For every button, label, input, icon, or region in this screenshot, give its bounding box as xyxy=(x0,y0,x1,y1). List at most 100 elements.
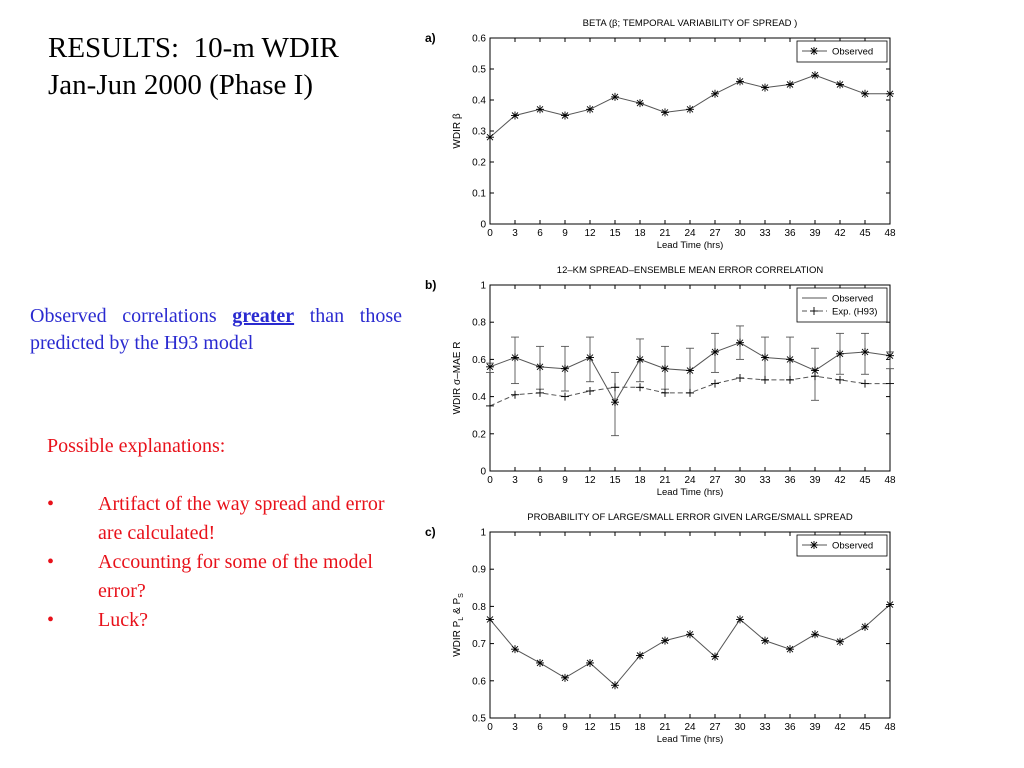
x-tick-label: 30 xyxy=(734,722,746,733)
x-tick-label: 15 xyxy=(609,722,621,733)
star-marker xyxy=(836,638,844,646)
x-tick-label: 6 xyxy=(537,475,543,486)
bullet: • xyxy=(47,609,55,631)
y-tick-label: 0.3 xyxy=(472,127,486,138)
x-tick-label: 39 xyxy=(809,722,821,733)
x-tick-label: 36 xyxy=(784,475,796,486)
slide-title-line: RESULTS: 10-m WDIR xyxy=(48,32,339,64)
x-axis-label: Lead Time (hrs) xyxy=(657,240,724,251)
y-tick-label: 1 xyxy=(480,281,486,292)
star-marker xyxy=(486,363,494,371)
star-marker xyxy=(636,652,644,659)
star-marker xyxy=(836,81,844,88)
star-marker xyxy=(586,354,594,361)
x-tick-label: 12 xyxy=(584,475,596,486)
star-marker xyxy=(511,112,519,119)
x-tick-label: 9 xyxy=(562,228,568,239)
x-axis-label: Lead Time (hrs) xyxy=(657,734,724,745)
chart-title: BETA (β; TEMPORAL VARIABILITY OF SPREAD … xyxy=(583,18,798,29)
x-tick-label: 45 xyxy=(859,722,871,733)
panel-label: c) xyxy=(425,525,436,539)
star-marker xyxy=(661,109,669,116)
star-marker xyxy=(810,541,818,549)
y-axis-label: WDIR PL & PS xyxy=(452,593,465,657)
star-marker xyxy=(736,78,744,85)
x-tick-label: 39 xyxy=(809,228,821,239)
star-marker xyxy=(486,133,494,141)
star-marker xyxy=(836,350,844,358)
x-tick-label: 27 xyxy=(709,475,721,486)
x-tick-label: 24 xyxy=(684,475,696,486)
x-tick-label: 18 xyxy=(634,475,646,486)
star-marker xyxy=(561,112,569,119)
chart-legend: Observed xyxy=(796,534,888,557)
star-marker xyxy=(786,645,794,653)
star-marker xyxy=(486,616,494,623)
star-marker xyxy=(561,674,569,682)
explanation-item: • Accounting for some of the model error? xyxy=(47,548,397,606)
x-tick-label: 9 xyxy=(562,475,568,486)
chart-panel-3: c) PROBABILITY OF LARGE/SMALL ERROR GIVEN… xyxy=(425,512,896,745)
star-marker xyxy=(861,90,869,98)
star-marker xyxy=(810,47,818,55)
x-tick-label: 12 xyxy=(584,722,596,733)
x-tick-label: 45 xyxy=(859,228,871,239)
x-tick-label: 0 xyxy=(487,475,493,486)
explanation-item: • Artifact of the way spread and error ar… xyxy=(47,490,397,548)
x-tick-label: 39 xyxy=(809,475,821,486)
x-tick-label: 36 xyxy=(784,722,796,733)
star-marker xyxy=(661,637,669,644)
series-observed xyxy=(486,600,894,690)
x-tick-label: 42 xyxy=(834,722,846,733)
x-tick-label: 3 xyxy=(512,722,518,733)
y-tick-label: 0.5 xyxy=(472,65,486,76)
x-tick-label: 18 xyxy=(634,228,646,239)
chart-title: 12–KM SPREAD–ENSEMBLE MEAN ERROR CORRELA… xyxy=(557,265,824,276)
note-emphasis: greater xyxy=(232,305,295,327)
chart-panel-2: b) 12–KM SPREAD–ENSEMBLE MEAN ERROR CORRE… xyxy=(425,265,896,498)
x-axis-label: Lead Time (hrs) xyxy=(657,487,724,498)
x-tick-label: 0 xyxy=(487,228,493,239)
star-marker xyxy=(536,659,544,667)
note-text: Observed correlations xyxy=(30,305,233,327)
star-marker xyxy=(761,84,769,91)
y-tick-label: 0.8 xyxy=(472,318,486,329)
series-observed xyxy=(486,71,894,142)
star-marker xyxy=(511,645,519,653)
x-tick-label: 6 xyxy=(537,722,543,733)
y-tick-label: 0 xyxy=(480,467,486,478)
star-marker xyxy=(611,398,619,406)
legend-box xyxy=(796,287,888,323)
observation-note: Observed correlations greater than those… xyxy=(30,303,402,357)
x-tick-label: 48 xyxy=(884,228,896,239)
star-marker xyxy=(886,90,894,98)
x-tick-label: 42 xyxy=(834,475,846,486)
explanation-text: Luck? xyxy=(98,609,148,631)
y-tick-label: 0.6 xyxy=(472,34,486,45)
y-tick-label: 0.2 xyxy=(472,158,486,169)
star-marker xyxy=(536,105,544,113)
x-tick-label: 27 xyxy=(709,722,721,733)
explanations-heading: Possible explanations: xyxy=(47,435,226,457)
series-line xyxy=(489,604,891,686)
x-tick-label: 0 xyxy=(487,722,493,733)
y-tick-label: 0.9 xyxy=(472,565,486,576)
slide-title-line: Jan-Jun 2000 (Phase I) xyxy=(48,69,313,101)
x-tick-label: 15 xyxy=(609,228,621,239)
x-tick-label: 6 xyxy=(537,228,543,239)
x-tick-label: 48 xyxy=(884,722,896,733)
star-marker xyxy=(886,601,894,608)
y-tick-label: 0.4 xyxy=(472,392,486,403)
legend-label: Observed xyxy=(832,294,873,305)
legend-label: Observed xyxy=(832,47,873,58)
star-marker xyxy=(736,616,744,623)
star-marker xyxy=(761,637,769,644)
star-marker xyxy=(786,81,794,88)
star-marker xyxy=(811,71,819,79)
star-marker xyxy=(811,367,819,374)
explanations-block: Possible explanations: • Artifact of the … xyxy=(47,432,397,635)
legend-label: Observed xyxy=(832,541,873,552)
y-tick-label: 0.6 xyxy=(472,676,486,687)
slide-title: RESULTS: 10-m WDIR Jan-Jun 2000 (Phase I… xyxy=(48,30,408,104)
explanation-text: Artifact of the way spread and error are… xyxy=(98,493,385,544)
